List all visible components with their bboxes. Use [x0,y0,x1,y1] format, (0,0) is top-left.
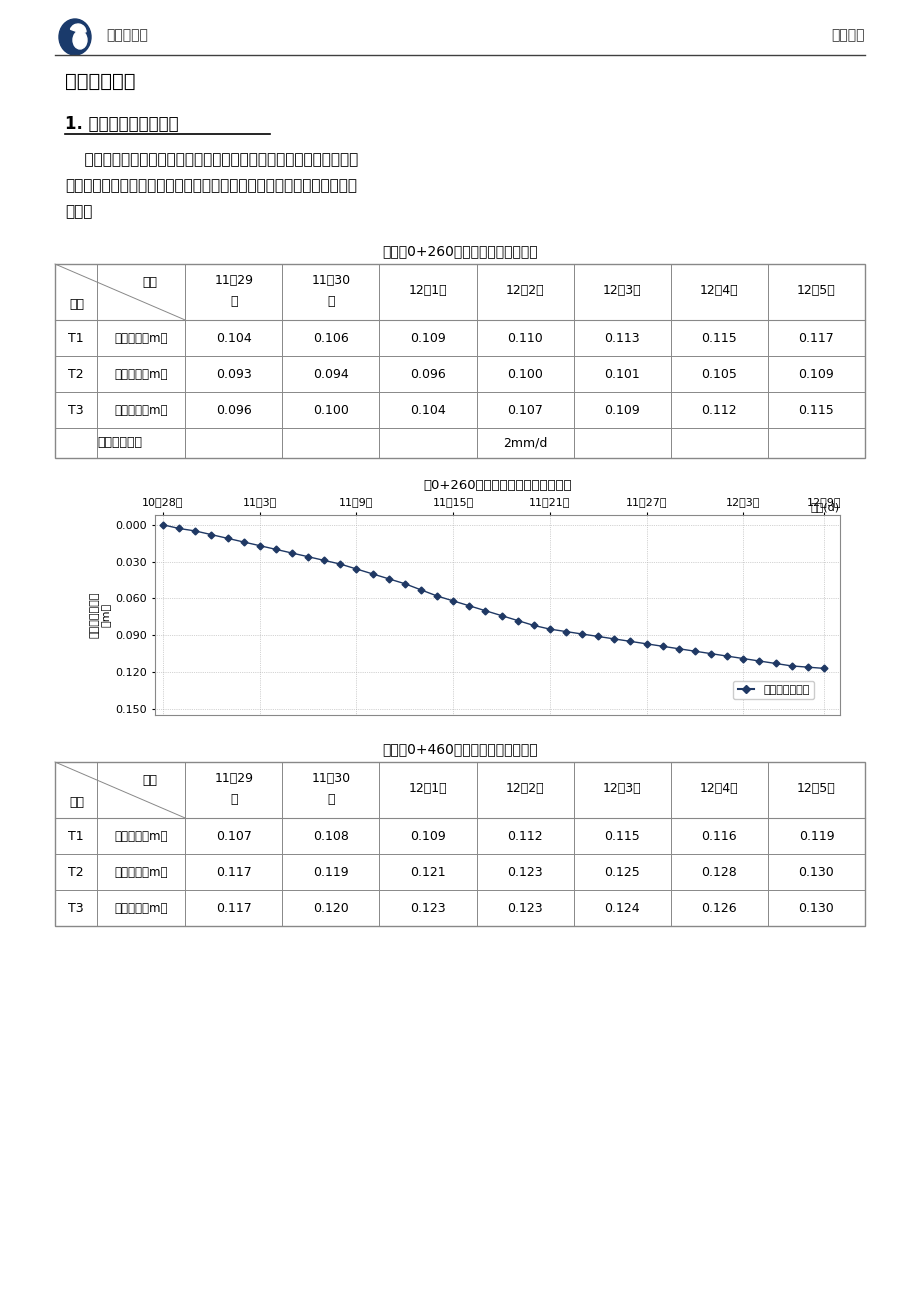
Text: T1: T1 [68,332,84,345]
Text: 0.123: 0.123 [410,901,446,914]
Text: 0.124: 0.124 [604,901,640,914]
Text: T1: T1 [68,829,84,842]
Text: 0.117: 0.117 [216,901,251,914]
Ellipse shape [59,20,91,55]
Text: 0.115: 0.115 [700,332,736,345]
Text: 12月3日: 12月3日 [602,284,641,297]
Text: 0.119: 0.119 [312,866,348,879]
Text: 12月3日: 12月3日 [602,781,641,794]
Text: T3: T3 [68,404,84,417]
Text: 断面（0+460）表层沉降观测数据表: 断面（0+460）表层沉降观测数据表 [381,742,538,756]
Text: 日期(d): 日期(d) [810,503,839,512]
Text: 0.113: 0.113 [604,332,640,345]
Text: 0.109: 0.109 [798,367,834,380]
Text: 天津水运院: 天津水运院 [106,29,148,42]
Text: 2mm/d: 2mm/d [503,436,547,449]
Text: 0.112: 0.112 [506,829,542,842]
Bar [55,264,864,458]
Text: 0.107: 0.107 [506,404,542,417]
Text: 0.094: 0.094 [312,367,348,380]
Text: 0.107: 0.107 [216,829,252,842]
Text: 0.119: 0.119 [798,829,834,842]
Text: 平均沉降速率: 平均沉降速率 [97,436,142,449]
Text: 日: 日 [230,793,237,806]
Text: 0.112: 0.112 [701,404,736,417]
Text: 二、观测结果: 二、观测结果 [65,72,135,91]
Text: 11月30: 11月30 [311,772,350,785]
Text: 累计沉降（m）: 累计沉降（m） [114,866,167,879]
Text: T2: T2 [68,866,84,879]
Text: 0.115: 0.115 [604,829,640,842]
Text: 0.123: 0.123 [506,866,542,879]
Text: 12月4日: 12月4日 [699,284,738,297]
Legend: 累计平均沉降量: 累计平均沉降量 [732,681,813,699]
Text: 0.117: 0.117 [798,332,834,345]
Text: 0.108: 0.108 [312,829,348,842]
Text: 断面（0+260）表层沉降观测数据表: 断面（0+260）表层沉降观测数据表 [381,243,538,258]
Text: 11月30: 11月30 [311,275,350,286]
Text: 累计沉降（m）: 累计沉降（m） [114,332,167,345]
Text: 通过统计本周沉降观测数据，各监测点的观测数据见下表，各区的平: 通过统计本周沉降观测数据，各监测点的观测数据见下表，各区的平 [65,152,357,167]
Text: 日: 日 [327,294,335,307]
Text: 编号: 编号 [70,298,85,311]
Text: 均累计沉降曲线见下图。沉降测点编号按照从南向北、从东向西方向依次: 均累计沉降曲线见下图。沉降测点编号按照从南向北、从东向西方向依次 [65,178,357,193]
Text: 日期: 日期 [142,775,157,788]
Text: 12月2日: 12月2日 [505,781,544,794]
Title: （0+260）区表层平均累计沉降曲线: （0+260）区表层平均累计沉降曲线 [423,479,572,492]
Text: 0.109: 0.109 [410,332,446,345]
Text: 12月5日: 12月5日 [796,284,834,297]
Text: 0.123: 0.123 [506,901,542,914]
Text: 日: 日 [230,294,237,307]
Bar [55,762,864,926]
Text: 编号: 编号 [70,796,85,809]
Text: 0.130: 0.130 [798,866,834,879]
Text: 0.110: 0.110 [506,332,542,345]
Text: 0.120: 0.120 [312,901,348,914]
Text: 0.128: 0.128 [700,866,736,879]
Text: 监测报告: 监测报告 [831,29,864,42]
Text: 11月29: 11月29 [214,772,253,785]
Text: 0.104: 0.104 [410,404,446,417]
Text: 0.096: 0.096 [410,367,446,380]
Wedge shape [71,23,85,33]
Text: 0.104: 0.104 [216,332,251,345]
Text: 0.126: 0.126 [701,901,736,914]
Text: 累计沉降（m）: 累计沉降（m） [114,367,167,380]
Text: 12月5日: 12月5日 [796,781,834,794]
Text: 0.115: 0.115 [798,404,834,417]
Text: 累计沉降（m）: 累计沉降（m） [114,901,167,914]
Text: 0.125: 0.125 [604,866,640,879]
Ellipse shape [73,31,87,49]
Text: 0.109: 0.109 [604,404,640,417]
Text: 0.109: 0.109 [410,829,446,842]
Text: T3: T3 [68,901,84,914]
Text: 0.100: 0.100 [506,367,542,380]
Text: 日: 日 [327,793,335,806]
Text: 累计沉降（m）: 累计沉降（m） [114,829,167,842]
Text: 累计沉降（m）: 累计沉降（m） [114,404,167,417]
Text: 0.106: 0.106 [312,332,348,345]
Text: 0.116: 0.116 [701,829,736,842]
Text: 0.105: 0.105 [700,367,736,380]
Text: 0.096: 0.096 [216,404,251,417]
Text: 12月1日: 12月1日 [408,284,447,297]
Text: 0.093: 0.093 [216,367,251,380]
Text: 0.101: 0.101 [604,367,640,380]
Text: 0.100: 0.100 [312,404,348,417]
Text: 11月29: 11月29 [214,275,253,286]
Text: 12月4日: 12月4日 [699,781,738,794]
Text: 1. 各断面表面沉降观测: 1. 各断面表面沉降观测 [65,115,178,133]
Text: 12月1日: 12月1日 [408,781,447,794]
Text: 排列。: 排列。 [65,204,92,219]
Text: T2: T2 [68,367,84,380]
Text: 0.130: 0.130 [798,901,834,914]
Text: 12月2日: 12月2日 [505,284,544,297]
Text: 0.117: 0.117 [216,866,251,879]
Y-axis label: 累计平均沉降量
（m）: 累计平均沉降量 （m） [90,592,111,638]
Text: 日期: 日期 [142,276,157,289]
Text: 0.121: 0.121 [410,866,446,879]
